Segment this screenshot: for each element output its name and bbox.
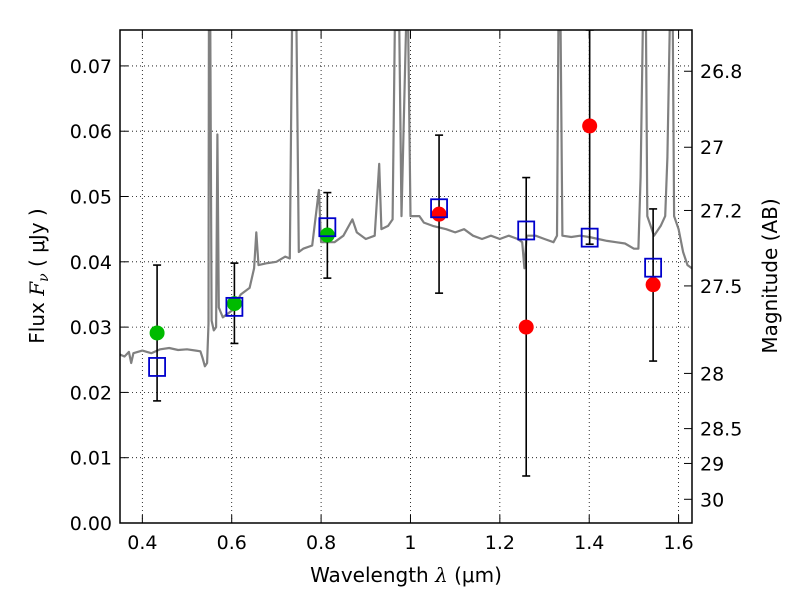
y2-tick-label: 27.5 (700, 276, 742, 298)
y2-tick-label: 29 (700, 453, 724, 475)
x-tick-label: 0.8 (306, 532, 336, 554)
axis-ticks: 0.4 0.6 0.8 1 1.2 1.4 1.6 0.00 0.01 0.02 0.03 0.04 0… (70, 30, 742, 554)
model-square (430, 198, 448, 219)
x-tick-label: 1.4 (574, 532, 604, 554)
red-point (518, 319, 534, 335)
green-point (226, 296, 242, 312)
y-tick-label: 0.01 (70, 448, 112, 470)
y2-tick-label: 30 (700, 489, 724, 511)
y-tick-label: 0.04 (70, 252, 112, 274)
x-tick-label: 1.6 (663, 532, 693, 554)
y-tick-label: 0.05 (70, 187, 112, 209)
y-axis-label: Flux Fν ( μJy ) (25, 208, 52, 343)
x-tick-label: 0.4 (127, 532, 157, 554)
x-tick-label: 0.6 (217, 532, 247, 554)
model-square (225, 296, 244, 317)
red-point (431, 206, 447, 222)
y2-tick-label: 26.8 (700, 61, 742, 83)
y-tick-label: 0.03 (70, 317, 112, 339)
plot-area (120, 30, 692, 477)
model-square (644, 257, 663, 278)
model-square (318, 217, 337, 238)
y-tick-label: 0.07 (70, 56, 112, 78)
model-square (148, 357, 166, 377)
y-tick-label: 0.02 (70, 382, 112, 404)
y-tick-label: 0.06 (70, 121, 112, 143)
y2-tick-label: 27 (700, 137, 724, 159)
x-tick-label: 1 (404, 532, 416, 554)
x-axis-label: Wavelength λ (μm) (310, 563, 502, 587)
red-point (582, 118, 598, 134)
y2-tick-label: 28 (700, 363, 724, 385)
green-point (149, 325, 165, 341)
grid (120, 30, 692, 524)
x-tick-label: 1.2 (485, 532, 515, 554)
y2-axis-label: Magnitude (AB) (758, 198, 782, 353)
green-point (319, 227, 335, 243)
model-square (517, 220, 536, 241)
y-tick-label: 0.00 (70, 513, 112, 535)
red-point (645, 277, 661, 293)
model-square (580, 227, 599, 248)
spectrum-line (120, 30, 692, 368)
y2-tick-label: 27.2 (700, 200, 742, 222)
plot-frame (119, 29, 693, 524)
y2-tick-label: 28.5 (700, 419, 742, 441)
